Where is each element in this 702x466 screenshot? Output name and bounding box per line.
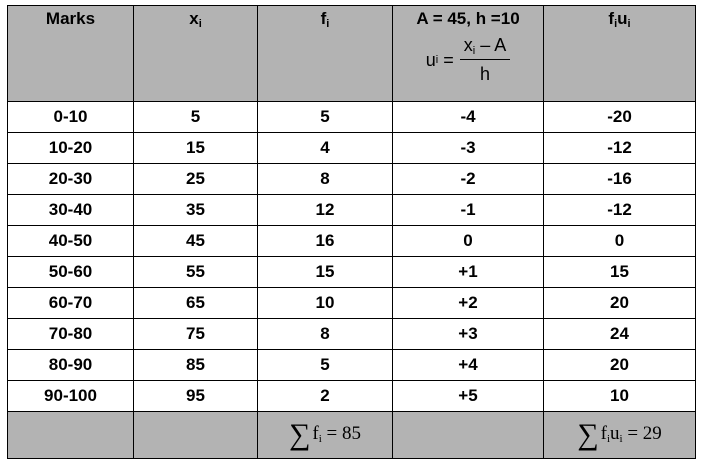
cell-xi: 35 <box>133 194 258 226</box>
table-row: 90-100 95 2 +5 10 <box>7 380 696 412</box>
cell-xi: 5 <box>133 101 258 133</box>
cell-fi: 5 <box>257 349 393 381</box>
table-row: 50-60 55 15 +1 15 <box>7 256 696 288</box>
cell-fiui: 0 <box>543 225 696 257</box>
cell-fi: 4 <box>257 132 393 164</box>
header-fi: fi <box>257 5 393 102</box>
table-row: 30-40 35 12 -1 -12 <box>7 194 696 226</box>
cell-ui: -1 <box>392 194 544 226</box>
table-row: 20-30 25 8 -2 -16 <box>7 163 696 195</box>
cell-fiui: -12 <box>543 132 696 164</box>
cell-marks: 30-40 <box>7 194 134 226</box>
cell-marks: 10-20 <box>7 132 134 164</box>
cell-fiui: 20 <box>543 287 696 319</box>
cell-xi: 25 <box>133 163 258 195</box>
cell-marks: 50-60 <box>7 256 134 288</box>
cell-xi: 75 <box>133 318 258 350</box>
cell-fiui: -12 <box>543 194 696 226</box>
cell-ui: 0 <box>392 225 544 257</box>
cell-fiui: 15 <box>543 256 696 288</box>
table-row: 40-50 45 16 0 0 <box>7 225 696 257</box>
cell-marks: 90-100 <box>7 380 134 412</box>
header-fiui: fiui <box>543 5 696 102</box>
cell-fi: 8 <box>257 163 393 195</box>
cell-xi: 15 <box>133 132 258 164</box>
cell-ui: -4 <box>392 101 544 133</box>
table-row: 60-70 65 10 +2 20 <box>7 287 696 319</box>
cell-marks: 20-30 <box>7 163 134 195</box>
cell-ui: -3 <box>392 132 544 164</box>
cell-marks: 70-80 <box>7 318 134 350</box>
cell-fi: 2 <box>257 380 393 412</box>
cell-xi: 95 <box>133 380 258 412</box>
cell-fi: 16 <box>257 225 393 257</box>
table-row: 0-10 5 5 -4 -20 <box>7 101 696 133</box>
cell-ui: +3 <box>392 318 544 350</box>
cell-xi: 55 <box>133 256 258 288</box>
sum-fiui: ∑ fiui = 29 <box>543 411 696 459</box>
cell-fiui: 10 <box>543 380 696 412</box>
sum-fi: ∑ fi = 85 <box>257 411 393 459</box>
cell-ui: +2 <box>392 287 544 319</box>
header-xi: xi <box>133 5 258 102</box>
cell-marks: 40-50 <box>7 225 134 257</box>
cell-marks: 60-70 <box>7 287 134 319</box>
cell-xi: 45 <box>133 225 258 257</box>
table-row: 80-90 85 5 +4 20 <box>7 349 696 381</box>
cell-fiui: -16 <box>543 163 696 195</box>
totals-row: ∑ fi = 85 ∑ fiui = 29 <box>7 411 696 459</box>
cell-fi: 5 <box>257 101 393 133</box>
cell-xi: 85 <box>133 349 258 381</box>
cell-fi: 12 <box>257 194 393 226</box>
cell-ui: +4 <box>392 349 544 381</box>
cell-ui: +1 <box>392 256 544 288</box>
cell-fi: 10 <box>257 287 393 319</box>
cell-marks: 80-90 <box>7 349 134 381</box>
header-marks: Marks <box>7 5 134 102</box>
table-row: 10-20 15 4 -3 -12 <box>7 132 696 164</box>
cell-fi: 15 <box>257 256 393 288</box>
cell-xi: 65 <box>133 287 258 319</box>
cell-fi: 8 <box>257 318 393 350</box>
cell-fiui: 20 <box>543 349 696 381</box>
cell-ui: +5 <box>392 380 544 412</box>
cell-marks: 0-10 <box>7 101 134 133</box>
cell-ui: -2 <box>392 163 544 195</box>
table-row: 70-80 75 8 +3 24 <box>7 318 696 350</box>
cell-fiui: 24 <box>543 318 696 350</box>
cell-fiui: -20 <box>543 101 696 133</box>
